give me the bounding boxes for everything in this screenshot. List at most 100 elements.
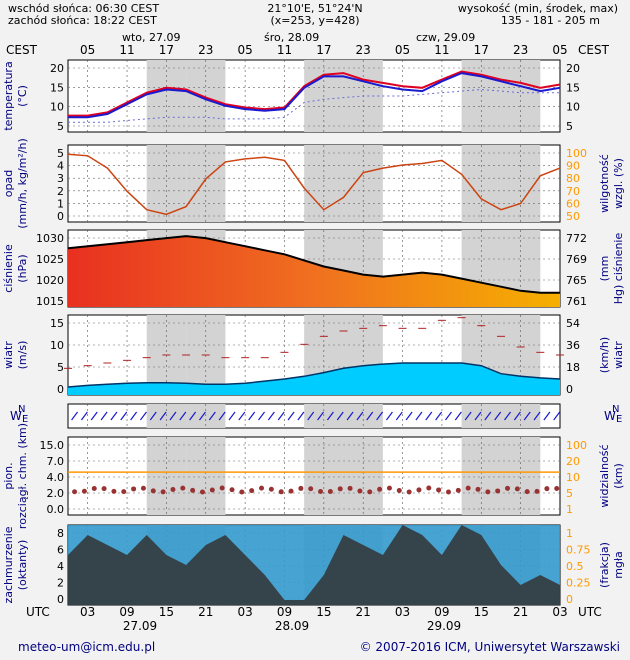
wind-arrow bbox=[366, 411, 374, 421]
ytick-left: 5 bbox=[57, 120, 64, 133]
wind-arrow bbox=[376, 411, 384, 421]
top-hour-label: 05 bbox=[80, 43, 95, 57]
ytick-right: 80 bbox=[566, 172, 580, 185]
day-label-3: czw, 29.09 bbox=[416, 31, 475, 44]
wind-arrow bbox=[445, 411, 452, 421]
ytick-left: 5 bbox=[57, 361, 64, 374]
ceiling-dot bbox=[455, 487, 461, 493]
ceiling-dot bbox=[534, 488, 540, 494]
ytick-right: 769 bbox=[566, 253, 587, 266]
wind-arrow bbox=[169, 411, 177, 421]
ytick-left: 6 bbox=[57, 544, 64, 557]
wind-arrow bbox=[553, 411, 561, 421]
wind-arrow bbox=[405, 411, 413, 421]
wind-arrow bbox=[159, 411, 167, 421]
ceiling-dot bbox=[278, 489, 284, 495]
ytick-right: 1 bbox=[566, 503, 573, 516]
bottom-hour-label: 03 bbox=[80, 605, 95, 619]
top-hour-label: 17 bbox=[159, 43, 174, 57]
ceiling-dot bbox=[318, 488, 324, 494]
ytick-left: 1 bbox=[57, 197, 64, 210]
ceiling-dot bbox=[554, 485, 560, 491]
bottom-hour-label: 21 bbox=[198, 605, 213, 619]
ytick-right: 0 bbox=[566, 383, 573, 396]
ytick-right: 0.75 bbox=[566, 544, 591, 557]
ytick-left: 10 bbox=[50, 101, 64, 114]
wind-line bbox=[67, 362, 561, 388]
ytick-right: 70 bbox=[566, 185, 580, 198]
ceiling-dot bbox=[229, 487, 235, 493]
ytick-left: 5 bbox=[57, 147, 64, 160]
tz-left-bottom: UTC bbox=[26, 605, 50, 619]
bottom-hour-label: 09 bbox=[434, 605, 449, 619]
day-label-2: śro, 28.09 bbox=[264, 31, 319, 44]
wind-arrow bbox=[494, 411, 502, 421]
ylabel-right-unit: mgła bbox=[612, 551, 625, 579]
ytick-right: 0.25 bbox=[566, 577, 591, 590]
ylabel-left-unit: (m/s) bbox=[16, 341, 29, 370]
wind-arrow bbox=[395, 411, 403, 421]
ceiling-dot bbox=[475, 486, 481, 492]
wind-arrow bbox=[307, 411, 315, 421]
ylabel-right: wilgotność bbox=[598, 154, 611, 213]
ytick-left: 15 bbox=[50, 81, 64, 94]
perceived-temp-line bbox=[68, 72, 561, 119]
ytick-left: 0 bbox=[57, 593, 64, 606]
ylabel-left: opad bbox=[2, 170, 15, 197]
bottom-hour-label: 21 bbox=[356, 605, 371, 619]
ytick-right: 765 bbox=[566, 274, 587, 287]
night-band bbox=[500, 145, 541, 222]
coords-text: 21°10'E, 51°24'N bbox=[267, 2, 362, 15]
ylabel-left: wiatr bbox=[2, 341, 15, 369]
grid-text: (x=253, y=428) bbox=[270, 14, 359, 27]
humidity-line bbox=[67, 153, 561, 216]
ceiling-dot bbox=[445, 489, 451, 495]
wind-arrow bbox=[317, 411, 325, 421]
ytick-right: 36 bbox=[566, 339, 580, 352]
wind-arrow bbox=[454, 411, 462, 421]
top-hour-label: 05 bbox=[237, 43, 252, 57]
ylabel-right-unit: Hg) ciśnienie bbox=[612, 233, 625, 305]
wind-dir-e-right: E bbox=[616, 414, 622, 425]
panel: 1030 1025 1020 1015 772 769 765 761 ciśnienie (hP… bbox=[2, 229, 625, 308]
wind-arrow bbox=[198, 411, 206, 421]
top-hour-label: 23 bbox=[513, 43, 528, 57]
ceiling-dot bbox=[505, 485, 511, 491]
panel: 20 15 10 5 20 15 10 5 temperatura (°C) bbox=[2, 59, 580, 133]
wind-dir-w-right: W bbox=[604, 409, 616, 423]
wind-arrow bbox=[277, 411, 285, 421]
ceiling-dot bbox=[436, 487, 442, 493]
wind-arrow bbox=[149, 411, 157, 421]
ytick-right: 60 bbox=[566, 197, 580, 210]
ytick-left: 4 bbox=[57, 560, 64, 573]
ceiling-dot bbox=[91, 486, 97, 492]
ytick-left: 4.0 bbox=[47, 471, 65, 484]
ceiling-dot bbox=[544, 486, 550, 492]
ceiling-dot bbox=[386, 485, 392, 491]
bottom-hour-label: 03 bbox=[395, 605, 410, 619]
ylabel-left-unit: (mm/h, kg/m²/h) bbox=[16, 138, 29, 229]
ceiling-dot bbox=[514, 486, 520, 492]
ceiling-dot bbox=[150, 488, 156, 494]
ylabel-left: pion. bbox=[2, 462, 15, 489]
ylabel-right-unit: wiatr bbox=[612, 341, 625, 369]
ylabel-left-unit: (oktanty) bbox=[16, 540, 29, 591]
panel: 8 6 4 2 0 1 0.75 0.5 0.25 0 zachmurzenie (oktanty) (… bbox=[2, 524, 625, 606]
ylabel-right-unit: wzgl. (%) bbox=[612, 158, 625, 209]
ylabel-left-unit: rozciągł. chm. (km) bbox=[16, 423, 29, 529]
footer-copyright: © 2007-2016 ICM, Uniwersytet Warszawski bbox=[360, 640, 620, 654]
bottom-hour-label: 15 bbox=[159, 605, 174, 619]
ytick-right: 1 bbox=[566, 527, 573, 540]
ytick-right: 18 bbox=[566, 361, 580, 374]
ytick-right: 54 bbox=[566, 317, 580, 330]
panel: WNE WNE bbox=[10, 403, 622, 429]
footer-email[interactable]: meteo-um@icm.edu.pl bbox=[18, 640, 155, 654]
ceiling-dot bbox=[72, 489, 78, 495]
ytick-right: 100 bbox=[566, 439, 587, 452]
ceiling-dot bbox=[495, 488, 501, 494]
bottom-hour-label: 03 bbox=[552, 605, 567, 619]
ytick-right: 5 bbox=[566, 120, 573, 133]
date-label-1: 27.09 bbox=[123, 619, 157, 633]
wind-arrow bbox=[425, 411, 433, 421]
ceiling-dot bbox=[327, 489, 333, 495]
